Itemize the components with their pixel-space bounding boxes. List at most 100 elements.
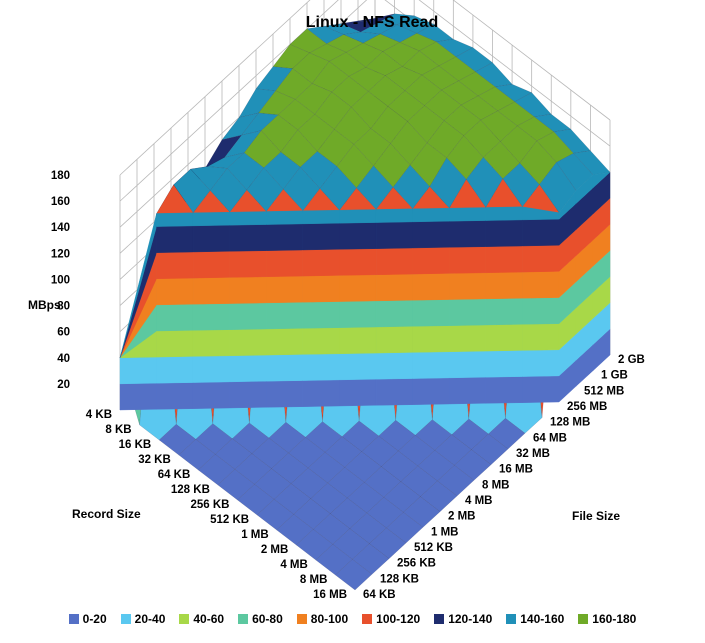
surface-wall-band — [592, 171, 611, 189]
surface-wall-band — [412, 351, 450, 379]
surface-wall-band — [339, 209, 377, 224]
record-size-tick: 8 KB — [105, 424, 131, 436]
surface-wall-band — [229, 302, 267, 330]
x-axis-label: Record Size — [72, 507, 141, 521]
legend-item: 0-20 — [68, 612, 107, 626]
surface-wall-band — [156, 212, 194, 227]
surface-wall-band — [412, 273, 450, 301]
surface-wall-band — [156, 330, 194, 358]
surface-wall-band — [229, 211, 267, 226]
surface-wall-band — [375, 208, 413, 223]
record-size-tick: 4 MB — [280, 559, 307, 571]
surface-wall-band — [229, 224, 267, 252]
surface-wall-band — [266, 354, 304, 382]
surface-wall-band — [485, 350, 523, 378]
file-size-tick: 256 MB — [567, 401, 607, 413]
surface-wall-band — [192, 251, 231, 279]
file-size-tick: 64 MB — [533, 432, 567, 444]
surface-cell — [488, 418, 526, 450]
surface-wall-band — [375, 326, 413, 354]
surface-wall-band — [375, 378, 413, 406]
surface-wall-band — [266, 380, 304, 408]
surface-cell — [420, 480, 458, 512]
surface-wall-band — [339, 300, 377, 328]
surface-wall-band — [375, 299, 413, 328]
legend-swatch — [68, 614, 79, 624]
surface-wall-band — [302, 353, 340, 381]
z-axis-label: MBps — [28, 298, 61, 312]
file-size-tick: 128 KB — [380, 573, 419, 585]
surface-wall-band — [266, 275, 304, 304]
legend-label: 0-20 — [82, 612, 107, 626]
surface-wall-band — [302, 275, 340, 303]
legend-item: 160-180 — [578, 612, 636, 626]
surface-wall-band — [266, 210, 304, 225]
file-size-tick: 512 MB — [584, 385, 624, 397]
file-size-tick: 4 MB — [465, 495, 492, 507]
surface-wall-band — [266, 301, 304, 330]
legend-label: 120-140 — [448, 612, 493, 626]
record-size-tick: 512 KB — [210, 514, 249, 526]
surface-wall-band — [156, 382, 194, 410]
surface-cell — [369, 527, 407, 559]
legend-swatch — [120, 614, 131, 624]
chart-title: Linux - NFS Read — [306, 14, 438, 31]
z-tick-labels: 180 160 140 120 100 80 60 40 20 — [51, 170, 70, 391]
z-tick-label: 140 — [51, 222, 70, 234]
legend-item: 80-100 — [296, 612, 348, 626]
file-size-tick: 1 MB — [431, 526, 458, 538]
record-size-tick: 1 MB — [241, 529, 268, 541]
surface-wall-band — [449, 324, 486, 353]
surface-wall-band — [192, 329, 231, 357]
surface-cell — [386, 512, 424, 544]
surface-wall-band — [302, 209, 340, 225]
grid-line — [119, 0, 339, 202]
surface-wall-band — [375, 273, 413, 302]
surface-wall-band — [192, 224, 231, 253]
surface-wall-band — [229, 380, 267, 409]
surface-wall-band — [302, 327, 340, 355]
legend-swatch — [296, 614, 307, 624]
surface-wall-band — [522, 297, 560, 325]
legend-label: 60-80 — [252, 612, 283, 626]
z-tick-label: 60 — [57, 327, 70, 339]
legend-item: 100-120 — [362, 612, 420, 626]
legend-label: 20-40 — [134, 612, 166, 626]
surface-wall-band — [266, 223, 304, 251]
surface-wall-band — [192, 277, 231, 305]
record-size-tick-labels: 4 KB 8 KB 16 KB 32 KB 64 KB 128 KB 256 KB 512 K… — [86, 409, 347, 601]
surface-wall-band — [192, 381, 231, 409]
surface-wall-band — [522, 245, 560, 273]
surface-wall-band — [302, 222, 340, 251]
file-size-tick: 64 KB — [363, 589, 396, 601]
file-size-tick: 256 KB — [397, 558, 436, 570]
surface-wall-band — [522, 349, 560, 377]
file-size-tick: 16 MB — [499, 464, 533, 476]
record-size-tick: 16 KB — [119, 439, 152, 451]
record-size-tick: 4 KB — [86, 409, 112, 421]
legend-item: 40-60 — [179, 612, 224, 626]
surface-wall-band — [485, 219, 523, 247]
z-tick-label: 160 — [51, 196, 70, 208]
surface-wall-band — [449, 220, 486, 248]
surface-wall-band — [302, 379, 340, 407]
legend-label: 40-60 — [193, 612, 225, 626]
surface-wall-band — [375, 352, 413, 380]
surface-wall-band — [449, 207, 486, 222]
record-size-tick: 128 KB — [171, 484, 210, 496]
surface-wall-band — [412, 325, 450, 353]
surface-wall-band — [485, 245, 523, 274]
surface-wall-band — [339, 222, 377, 250]
y-axis-label: File Size — [572, 509, 620, 523]
surface-wall-band — [229, 276, 267, 304]
surface-wall-band — [485, 206, 523, 221]
surface-wall-band — [485, 376, 523, 404]
file-size-tick: 32 MB — [516, 448, 550, 460]
surface-wall-band — [192, 211, 231, 227]
file-size-tick: 2 MB — [448, 511, 475, 523]
surface-wall-band — [266, 328, 304, 356]
surface-wall-band — [522, 218, 560, 247]
z-tick-label: 180 — [51, 170, 70, 182]
file-size-tick: 1 GB — [601, 370, 628, 382]
